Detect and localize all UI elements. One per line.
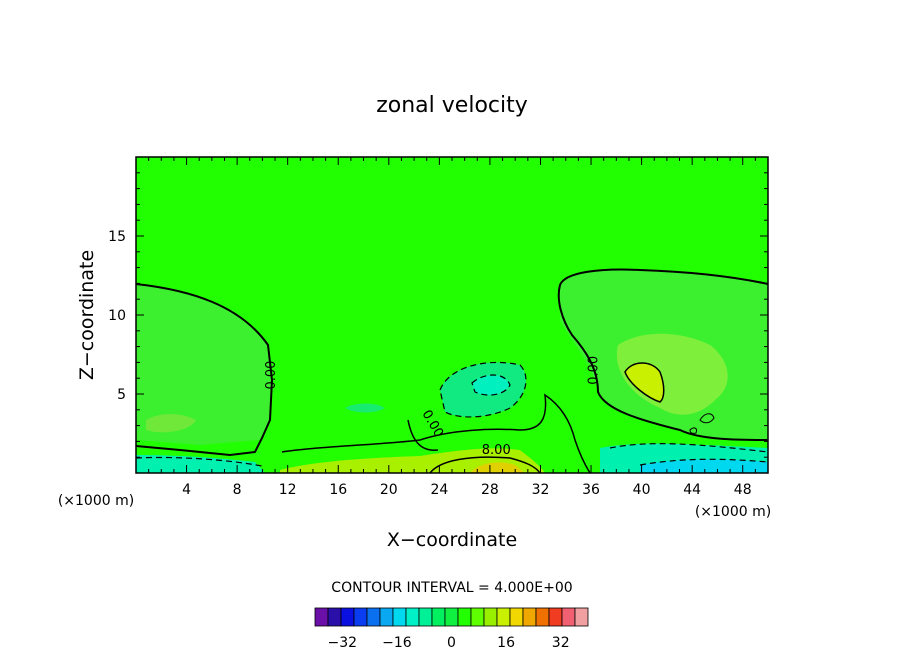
colorbar-swatch	[431, 607, 446, 627]
x-unit-label-right: (×1000 m)	[695, 504, 771, 520]
colorbar-tick-label: 0	[447, 635, 456, 651]
x-tick-label: 8	[233, 482, 242, 498]
contour-label: 0.00	[586, 356, 601, 385]
x-tick-label: 36	[582, 482, 600, 498]
y-axis-label: Z−coordinate	[76, 250, 98, 380]
x-tick-label: 4	[182, 482, 191, 498]
colorbar-swatch	[418, 607, 433, 627]
zero-contour-right	[557, 268, 769, 441]
colorbar-labels: −32 −16 0 16 32	[328, 635, 570, 651]
colorbar-swatch	[314, 607, 329, 627]
colorbar-swatch	[405, 607, 420, 627]
colorbar-swatch	[509, 607, 524, 627]
eight-contour	[429, 456, 541, 474]
neg-contour-bottom-right-2	[639, 458, 769, 466]
small-negative-fill	[345, 403, 385, 413]
bottom-blue-right-fill	[640, 459, 768, 473]
small-contour-2	[689, 427, 697, 434]
colorbar-swatch	[327, 607, 342, 627]
colorbar-swatch	[522, 607, 537, 627]
x-tick-labels: 4 8 12 16 20 24 28 32 36 40 44 48	[182, 482, 752, 498]
contour-interval-text: CONTOUR INTERVAL = 4.000E+00	[331, 580, 572, 596]
small-contour-1	[699, 413, 715, 424]
colorbar-swatch	[483, 607, 498, 627]
x-unit-label-left: (×1000 m)	[58, 493, 134, 509]
x-tick-label: 12	[279, 482, 297, 498]
bottom-cyan-left-fill	[136, 455, 265, 473]
neg-contour-bottom-right	[609, 443, 769, 453]
colorbar-swatch	[496, 607, 511, 627]
zero-contour-center	[407, 419, 439, 451]
colorbar-swatch	[561, 607, 576, 627]
colorbar-swatch	[535, 607, 550, 627]
colorbar-swatch	[574, 607, 589, 627]
neg-contour-bottom-left	[135, 456, 263, 467]
left-bulge-fill	[136, 284, 272, 445]
neg-contour-center	[439, 361, 527, 418]
x-tick-label: 48	[734, 482, 752, 498]
contour-fill-layer	[136, 157, 768, 473]
zero-contour-left	[135, 283, 274, 457]
contour-line-layer	[135, 268, 769, 474]
right-core-contour	[624, 362, 665, 403]
colorbar-swatch	[392, 607, 407, 627]
low-band-orange-fill	[470, 462, 525, 473]
y-tick-label: 15	[108, 229, 126, 245]
zero-contour-lower	[281, 393, 591, 474]
colorbar-swatch	[340, 607, 355, 627]
x-tick-label: 24	[430, 482, 448, 498]
colorbar-swatch	[548, 607, 563, 627]
neg-contour-center-inner	[471, 374, 511, 396]
y-tick-label: 10	[108, 308, 126, 324]
colorbar-swatch	[379, 607, 394, 627]
x-tick-label: 20	[380, 482, 398, 498]
axis-tick-layer	[136, 157, 768, 473]
contour-label: 0.00	[264, 361, 279, 390]
x-tick-label: 16	[329, 482, 347, 498]
central-negative-core-fill	[472, 374, 510, 396]
colorbar-tick-label: −16	[382, 635, 412, 651]
colorbar-swatch	[470, 607, 485, 627]
x-tick-label: 44	[683, 482, 701, 498]
colorbar-tick-label: −32	[328, 635, 358, 651]
right-peak-fill	[625, 363, 664, 402]
y-tick-labels: 5 10 15	[108, 229, 126, 403]
left-bulge-inner-fill	[146, 414, 196, 433]
colorbar-swatch	[457, 607, 472, 627]
colorbar-swatch	[444, 607, 459, 627]
colorbar-swatch	[353, 607, 368, 627]
x-tick-label: 40	[633, 482, 651, 498]
colorbar	[314, 607, 589, 627]
chart-title: zonal velocity	[376, 93, 528, 118]
colorbar-tick-label: 32	[552, 635, 570, 651]
x-tick-label: 32	[532, 482, 550, 498]
x-axis-label: X−coordinate	[387, 529, 517, 551]
contour-label: 8.00	[482, 443, 511, 458]
y-tick-label: 5	[117, 387, 126, 403]
colorbar-tick-label: 16	[497, 635, 515, 651]
colorbar-swatch	[366, 607, 381, 627]
x-tick-label: 28	[481, 482, 499, 498]
